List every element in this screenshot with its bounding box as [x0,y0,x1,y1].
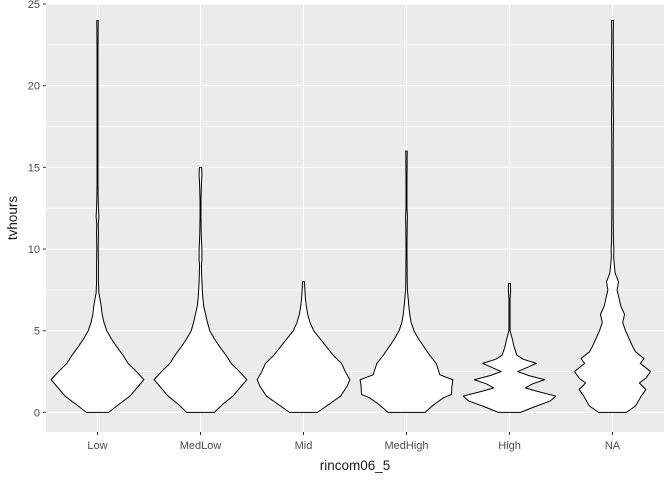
violin-low [50,19,145,413]
x-tick-label: NA [605,440,621,452]
x-tick-label: High [498,440,521,452]
y-tick-label: 15 [28,162,40,174]
x-axis-ticks: Low MedLow Mid MedHigh High NA [87,432,621,452]
x-tick-label: Mid [295,440,313,452]
violins [50,19,652,413]
y-axis-ticks: 0 5 10 15 20 25 [28,0,46,419]
x-tick-label: Low [87,440,107,452]
violin-medhigh [359,150,454,413]
y-axis-title: tvhours [5,196,20,241]
violin-high [462,282,557,413]
y-tick-label: 5 [34,326,40,338]
x-axis-title: rincom06_5 [320,458,391,473]
violin-mid [256,281,351,413]
y-tick-label: 20 [28,81,40,93]
y-tick-label: 10 [28,244,40,256]
violin-medlow [153,166,248,413]
violin-na [573,19,652,413]
x-tick-label: MedLow [180,440,222,452]
panel-background [46,4,664,432]
grid-minor [46,44,664,372]
x-tick-label: MedHigh [384,440,428,452]
y-tick-label: 0 [34,407,40,419]
y-tick-label: 25 [28,0,40,11]
